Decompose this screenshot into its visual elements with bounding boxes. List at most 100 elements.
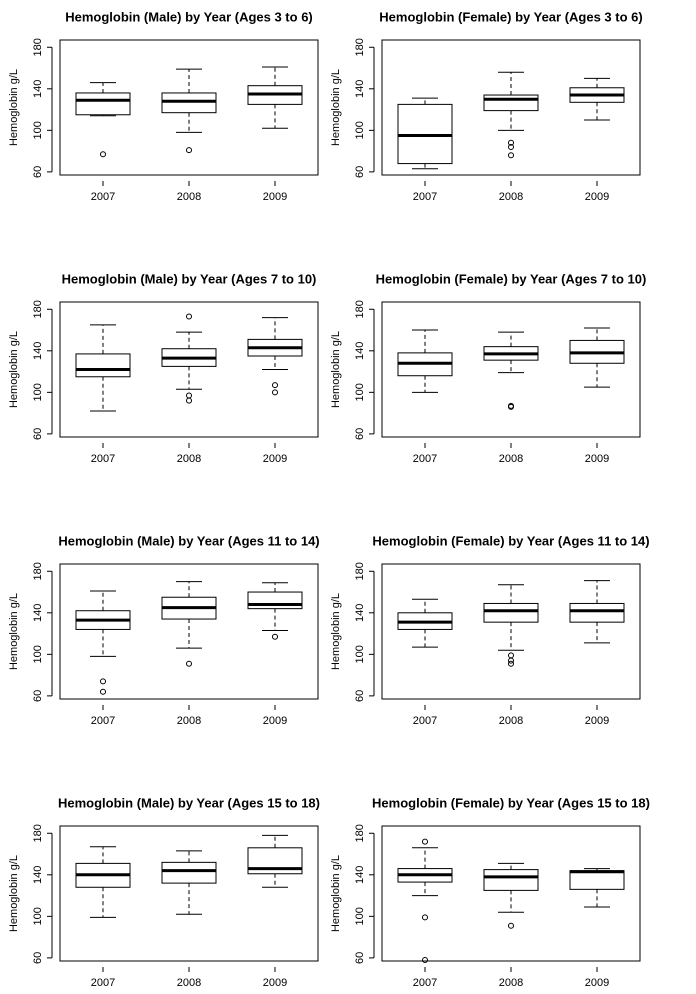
- box: [75, 353, 131, 378]
- outlier: [508, 657, 514, 664]
- x-tick-label: 2007: [413, 715, 437, 727]
- plot-frame: [59, 39, 319, 176]
- outlier: [100, 688, 106, 695]
- y-tick-label: 100: [32, 645, 44, 663]
- y-tick-label: 180: [354, 824, 366, 842]
- plot-frame: [381, 39, 641, 176]
- y-axis-label: Hemoglobin g/L: [330, 331, 342, 408]
- y-tick-label: 140: [32, 80, 44, 98]
- x-tick-label: 2008: [499, 453, 523, 465]
- y-tick-label: 180: [32, 300, 44, 318]
- x-tick-label: 2009: [585, 453, 609, 465]
- x-tick-label: 2007: [91, 191, 115, 203]
- outlier: [508, 652, 514, 659]
- chart-title: Hemoglobin (Female) by Year (Ages 3 to 6…: [379, 9, 642, 24]
- x-tick-label: 2009: [263, 715, 287, 727]
- outlier: [508, 660, 514, 667]
- outlier: [100, 151, 106, 158]
- y-tick-label: 60: [32, 952, 44, 964]
- chart-title: Hemoglobin (Male) by Year (Ages 7 to 10): [62, 271, 317, 286]
- x-tick-label: 2008: [177, 191, 201, 203]
- y-tick-label: 100: [354, 645, 366, 663]
- outlier: [186, 397, 192, 404]
- plot-frame: [59, 825, 319, 962]
- x-tick-label: 2008: [499, 191, 523, 203]
- y-tick-label: 60: [32, 690, 44, 702]
- outlier: [422, 838, 428, 845]
- x-tick-label: 2007: [91, 453, 115, 465]
- y-tick-label: 100: [354, 383, 366, 401]
- box: [483, 602, 539, 623]
- x-tick-label: 2009: [263, 453, 287, 465]
- y-axis-label: Hemoglobin g/L: [8, 593, 20, 670]
- x-tick-label: 2008: [177, 715, 201, 727]
- outlier: [508, 922, 514, 929]
- chart-title: Hemoglobin (Female) by Year (Ages 7 to 1…: [376, 271, 647, 286]
- box: [75, 92, 131, 116]
- chart-title: Hemoglobin (Male) by Year (Ages 15 to 18…: [58, 795, 320, 810]
- y-axis-label: Hemoglobin g/L: [330, 69, 342, 146]
- y-axis-label: Hemoglobin g/L: [8, 331, 20, 408]
- outlier: [508, 143, 514, 150]
- plot-frame: [59, 301, 319, 438]
- y-tick-label: 180: [354, 38, 366, 56]
- outlier: [508, 403, 514, 410]
- x-tick-label: 2008: [177, 977, 201, 989]
- y-tick-label: 140: [32, 604, 44, 622]
- outlier: [186, 147, 192, 154]
- y-tick-label: 60: [354, 166, 366, 178]
- y-tick-label: 60: [32, 166, 44, 178]
- outlier: [422, 914, 428, 921]
- y-tick-label: 60: [354, 428, 366, 440]
- y-tick-label: 140: [354, 80, 366, 98]
- outlier: [186, 313, 192, 320]
- y-axis-label: Hemoglobin g/L: [330, 855, 342, 932]
- x-tick-label: 2009: [585, 715, 609, 727]
- x-tick-label: 2007: [91, 977, 115, 989]
- y-tick-label: 60: [354, 690, 366, 702]
- box: [483, 94, 539, 112]
- y-tick-label: 140: [354, 604, 366, 622]
- y-tick-label: 180: [354, 300, 366, 318]
- box: [161, 861, 217, 884]
- y-tick-label: 100: [32, 907, 44, 925]
- y-tick-label: 140: [354, 342, 366, 360]
- box: [247, 591, 303, 610]
- y-tick-label: 140: [32, 866, 44, 884]
- box: [161, 92, 217, 114]
- y-tick-label: 60: [354, 952, 366, 964]
- outlier: [272, 382, 278, 389]
- y-tick-label: 100: [354, 907, 366, 925]
- y-tick-label: 180: [32, 824, 44, 842]
- x-tick-label: 2009: [585, 191, 609, 203]
- chart-title: Hemoglobin (Male) by Year (Ages 3 to 6): [65, 9, 313, 24]
- chart-title: Hemoglobin (Female) by Year (Ages 15 to …: [372, 795, 650, 810]
- outlier: [508, 152, 514, 159]
- plot-frame: [381, 825, 641, 962]
- y-tick-label: 180: [354, 562, 366, 580]
- outlier: [100, 678, 106, 685]
- plot-frame: [381, 301, 641, 438]
- y-tick-label: 180: [32, 38, 44, 56]
- plot-frame: [59, 563, 319, 700]
- y-tick-label: 100: [32, 383, 44, 401]
- outlier: [272, 633, 278, 640]
- y-tick-label: 140: [32, 342, 44, 360]
- y-axis-label: Hemoglobin g/L: [8, 855, 20, 932]
- box: [569, 870, 625, 890]
- y-axis-label: Hemoglobin g/L: [330, 593, 342, 670]
- x-tick-label: 2009: [585, 977, 609, 989]
- y-tick-label: 140: [354, 866, 366, 884]
- box: [483, 869, 539, 891]
- y-axis-label: Hemoglobin g/L: [8, 69, 20, 146]
- x-tick-label: 2008: [499, 715, 523, 727]
- plot-frame: [381, 563, 641, 700]
- y-tick-label: 100: [32, 121, 44, 139]
- outlier: [508, 139, 514, 146]
- x-tick-label: 2009: [263, 191, 287, 203]
- x-tick-label: 2007: [91, 715, 115, 727]
- chart-title: Hemoglobin (Male) by Year (Ages 11 to 14…: [58, 533, 319, 548]
- x-tick-label: 2007: [413, 977, 437, 989]
- outlier: [422, 956, 428, 963]
